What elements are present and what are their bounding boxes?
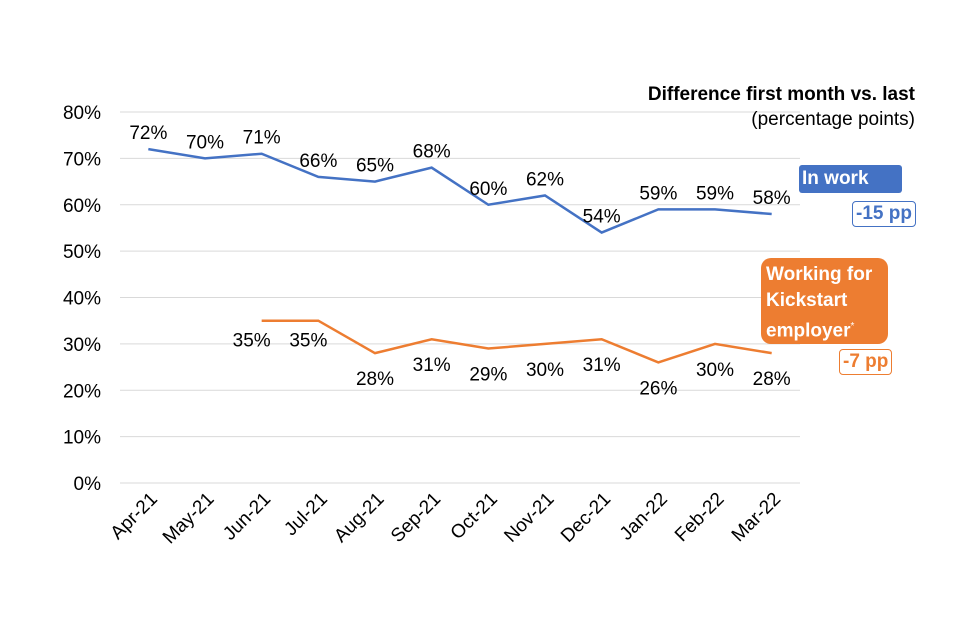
diff-kickstart: -7 pp — [839, 349, 893, 375]
data-label: 31% — [413, 355, 451, 376]
data-label: 31% — [583, 355, 621, 376]
data-label: 35% — [289, 331, 327, 352]
y-tick-label: 10% — [63, 428, 101, 449]
series-line-1 — [261, 319, 772, 364]
data-label: 70% — [186, 132, 224, 153]
data-label: 30% — [696, 360, 734, 381]
data-label: 59% — [696, 183, 734, 204]
data-label: 65% — [356, 156, 394, 177]
y-tick-label: 0% — [74, 474, 102, 495]
y-tick-label: 80% — [63, 103, 101, 124]
annotation-subtitle: (percentage points) — [751, 109, 915, 130]
x-tick-label: Feb-22 — [671, 489, 728, 546]
legend-kickstart: Working for Kickstart employer* — [761, 258, 888, 344]
x-tick-label: Jan-22 — [616, 489, 672, 545]
data-label: 28% — [753, 369, 791, 390]
data-label: 59% — [639, 183, 677, 204]
y-tick-label: 60% — [63, 196, 101, 217]
y-tick-label: 70% — [63, 149, 101, 170]
data-label: 62% — [526, 169, 564, 190]
data-label: 29% — [469, 365, 507, 386]
x-tick-label: Jul-21 — [280, 489, 331, 540]
data-label: 28% — [356, 369, 394, 390]
x-tick-label: Nov-21 — [500, 489, 558, 547]
y-tick-label: 30% — [63, 335, 101, 356]
y-tick-label: 50% — [63, 242, 101, 263]
legend-in-work: In work — [799, 165, 902, 193]
y-tick-label: 20% — [63, 381, 101, 402]
x-tick-label: Apr-21 — [107, 489, 162, 544]
series-line-0 — [148, 147, 772, 234]
y-tick-label: 40% — [63, 289, 101, 310]
data-label: 26% — [639, 378, 677, 399]
annotation-title: Difference first month vs. last — [647, 84, 915, 105]
data-label: 66% — [299, 151, 337, 172]
x-tick-label: Aug-21 — [330, 489, 388, 547]
x-tick-label: May-21 — [159, 489, 219, 549]
footnote-mark: * — [850, 321, 855, 332]
x-tick-label: Oct-21 — [447, 489, 502, 544]
x-tick-label: Jun-21 — [219, 489, 275, 545]
data-label: 68% — [413, 142, 451, 163]
x-tick-label: Sep-21 — [387, 489, 445, 547]
data-label: 35% — [233, 331, 271, 352]
data-label: 58% — [753, 188, 791, 209]
legend-kickstart-label: Working for Kickstart employer — [766, 264, 873, 342]
diff-in-work: -15 pp — [852, 201, 916, 227]
x-tick-label: Mar-22 — [728, 489, 785, 546]
data-label: 60% — [469, 179, 507, 200]
data-label: 30% — [526, 360, 564, 381]
data-label: 72% — [129, 123, 167, 144]
data-label: 71% — [243, 128, 281, 149]
x-tick-label: Dec-21 — [557, 489, 615, 547]
data-label: 54% — [583, 207, 621, 228]
